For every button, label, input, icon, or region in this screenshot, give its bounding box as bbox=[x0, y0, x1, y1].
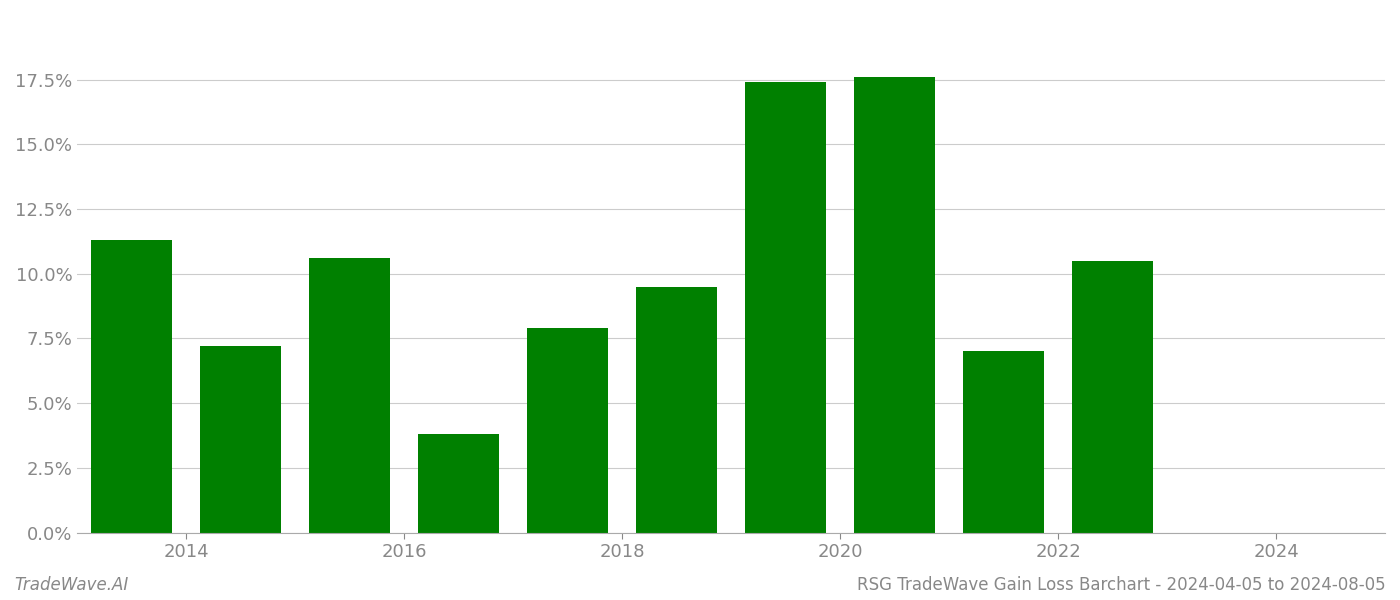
Text: TradeWave.AI: TradeWave.AI bbox=[14, 576, 129, 594]
Bar bbox=[200, 346, 281, 533]
Bar bbox=[745, 82, 826, 533]
Bar bbox=[526, 328, 609, 533]
Bar bbox=[91, 240, 172, 533]
Bar bbox=[963, 352, 1044, 533]
Bar bbox=[309, 258, 391, 533]
Bar bbox=[417, 434, 500, 533]
Text: RSG TradeWave Gain Loss Barchart - 2024-04-05 to 2024-08-05: RSG TradeWave Gain Loss Barchart - 2024-… bbox=[857, 576, 1386, 594]
Bar bbox=[854, 77, 935, 533]
Bar bbox=[1071, 261, 1154, 533]
Bar bbox=[636, 287, 717, 533]
